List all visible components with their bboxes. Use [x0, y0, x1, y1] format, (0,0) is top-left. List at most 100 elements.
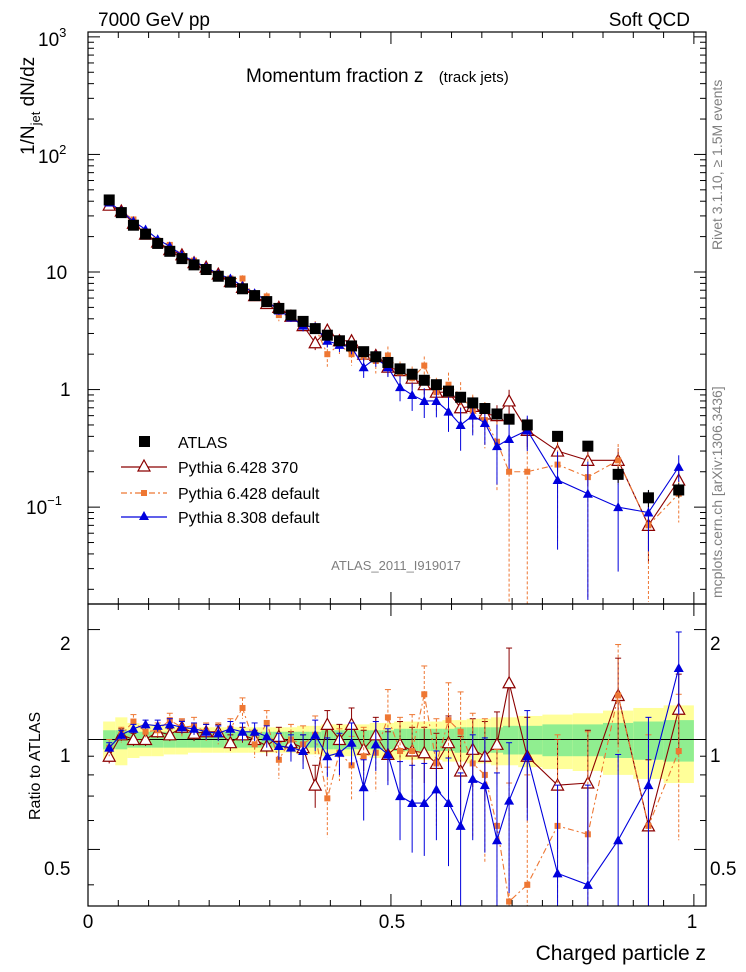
- ratio-point-p6-370: [308, 777, 323, 791]
- ratio-point-p6-370: [138, 732, 153, 746]
- legend-label-p6-default: Pythia 6.428 default: [178, 486, 320, 503]
- main-point-atlas: [503, 413, 515, 425]
- main-point-p6-default: [524, 468, 531, 475]
- main-point-atlas: [164, 245, 176, 257]
- ratio-point-p8-default: [358, 782, 369, 792]
- ratio-point-p8-default: [431, 784, 442, 794]
- main-point-p8-default: [504, 433, 515, 443]
- ratio-point-p8-default: [346, 737, 357, 747]
- xtick-05: 0.5: [379, 912, 405, 933]
- ratio-ylabel: Ratio to ATLAS: [27, 712, 44, 820]
- ratio-point-p6-default: [397, 748, 404, 755]
- main-point-atlas: [370, 351, 382, 363]
- ratio-point-p6-default: [142, 728, 149, 735]
- ratio-point-p6-default: [445, 717, 452, 724]
- main-point-atlas: [285, 309, 297, 321]
- ratio-point-p8-default: [643, 780, 654, 790]
- ratio-point-p8-default: [407, 798, 418, 808]
- ratio-point-p8-default: [673, 662, 684, 672]
- ratio-ytick-05-right: 0.5: [710, 859, 736, 880]
- ratio-point-p6-default: [506, 898, 513, 905]
- legend: ATLAS Pythia 6.428 370 Pythia 6.428 defa…: [121, 435, 320, 527]
- ratio-point-p8-default: [582, 879, 593, 889]
- ratio-point-p6-default: [421, 691, 428, 698]
- main-point-atlas: [642, 492, 654, 504]
- ratio-point-p6-370: [223, 735, 238, 749]
- ratio-point-p6-default: [239, 704, 246, 711]
- main-point-atlas: [455, 391, 467, 403]
- main-point-atlas: [491, 408, 503, 420]
- ratio-point-p8-default: [370, 739, 381, 749]
- main-point-atlas: [467, 397, 479, 409]
- ratio-point-p6-370: [441, 735, 456, 749]
- legend-label-p6-370: Pythia 6.428 370: [178, 460, 298, 477]
- main-point-p8-default: [552, 475, 563, 485]
- ratio-series-line-p8-default: [108, 667, 680, 886]
- ratio-point-p8-default: [249, 726, 260, 736]
- main-point-p6-default: [384, 352, 391, 359]
- ratio-point-p8-default: [310, 729, 321, 739]
- header-left: 7000 GeV pp: [98, 10, 210, 31]
- main-point-p6-default: [324, 351, 331, 358]
- ytick-1e2-base: 10: [38, 147, 59, 168]
- main-point-atlas: [237, 283, 248, 295]
- ratio-point-p8-default: [455, 820, 466, 830]
- ytick-1e3: 103: [38, 25, 66, 51]
- main-point-atlas: [582, 440, 594, 452]
- ratio-point-p8-default: [467, 773, 478, 783]
- ratio-point-p6-default: [524, 881, 531, 888]
- main-point-p8-default: [673, 461, 684, 471]
- legend-label-atlas: ATLAS: [178, 435, 228, 452]
- ratio-point-p8-default: [116, 729, 127, 739]
- ratio-point-p6-370: [320, 717, 335, 730]
- main-point-p6-default: [506, 468, 513, 475]
- ytick-1e0: 1: [60, 380, 71, 401]
- main-point-atlas: [333, 335, 345, 347]
- main-point-atlas: [443, 385, 454, 397]
- ratio-point-p6-default: [457, 728, 464, 735]
- ratio-point-p8-default: [273, 740, 284, 750]
- ratio-band-inner: [518, 725, 543, 755]
- main-point-atlas: [140, 228, 152, 240]
- ytick-1em1-exp: −1: [47, 493, 62, 508]
- ytick-1e3-exp: 3: [59, 25, 66, 40]
- ratio-point-p8-default: [613, 835, 624, 845]
- main-point-atlas: [479, 403, 491, 415]
- legend-marker-p6-370: [136, 458, 152, 472]
- xtick-1: 1: [687, 912, 698, 933]
- ratio-point-p6-default: [130, 718, 137, 725]
- main-point-p8-default: [467, 410, 478, 420]
- main-title: Momentum fraction z (track jets): [246, 66, 509, 87]
- ratio-series-line-p6-default: [108, 694, 680, 903]
- main-point-atlas: [127, 219, 139, 231]
- main-point-atlas: [673, 484, 685, 496]
- main-point-atlas: [394, 363, 406, 375]
- main-point-p8-default: [407, 389, 418, 399]
- main-point-p8-default: [582, 488, 593, 498]
- header-right: Soft QCD: [609, 10, 690, 31]
- analysis-id: ATLAS_2011_I919017: [331, 558, 461, 573]
- ratio-point-p6-default: [675, 748, 682, 755]
- legend-marker-atlas: [139, 436, 150, 447]
- ratio-point-p8-default: [443, 798, 454, 808]
- main-point-p6-default: [445, 381, 452, 388]
- ratio-point-p8-default: [176, 722, 187, 732]
- ratio-ytick-2-right: 2: [710, 634, 721, 655]
- ratio-point-p8-default: [213, 728, 224, 738]
- ytick-1e3-base: 10: [38, 30, 59, 51]
- main-series-atlas: [103, 194, 685, 508]
- main-point-atlas: [521, 419, 533, 431]
- main-point-p8-default: [491, 441, 502, 451]
- ratio-point-p6-370: [162, 727, 177, 741]
- ratio-ytick-05: 0.5: [44, 859, 70, 880]
- ratio-point-p8-default: [104, 742, 115, 752]
- main-point-p8-default: [479, 417, 490, 427]
- main-point-atlas: [321, 329, 333, 341]
- ratio-frame: [87, 603, 707, 907]
- ratio-point-p6-default: [251, 741, 258, 748]
- ratio-series-p8-default: [104, 631, 684, 906]
- ratio-point-p8-default: [152, 720, 163, 730]
- ratio-band-inner: [503, 725, 519, 755]
- xtick-0: 0: [83, 912, 94, 933]
- ytick-1e2-exp: 2: [59, 142, 66, 157]
